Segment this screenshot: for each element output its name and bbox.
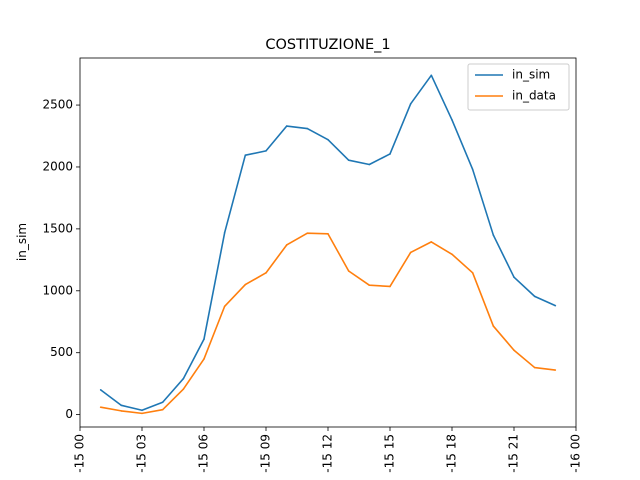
data-point-in_sim-22 [554, 304, 557, 307]
data-point-in_data-18 [471, 272, 474, 274]
data-point-in_sim-0 [99, 389, 102, 391]
data-point-in_sim-16 [430, 74, 433, 77]
y-tick-label: 1500 [42, 221, 73, 235]
data-point-in_data-13 [368, 284, 371, 287]
y-axis: 0 500 1000 1500 2000 2500 [42, 98, 80, 421]
data-point-in_data-15 [409, 251, 412, 254]
x-axis: -15 00 -15 03 -15 06 -15 09 -15 12 -15 15 -15 … [73, 427, 583, 473]
data-point-in_data-16 [430, 241, 433, 243]
data-point-in_data-9 [285, 244, 288, 246]
data-point-in_sim-19 [492, 234, 495, 236]
data-point-in_data-21 [533, 366, 536, 369]
x-tick-label: -15 18 [445, 434, 459, 473]
y-tick-label: 500 [50, 345, 73, 359]
data-point-in_sim-17 [451, 119, 453, 121]
data-point-in_data-11 [327, 233, 329, 235]
data-point-in_sim-7 [244, 154, 247, 156]
data-point-in_data-14 [389, 285, 391, 288]
data-point-in_sim-3 [161, 401, 164, 404]
data-point-in_data-1 [120, 410, 123, 412]
data-point-in_data-3 [161, 408, 164, 411]
legend: in_sim in_data [467, 63, 570, 111]
y-tick-label: 2500 [42, 98, 73, 112]
data-point-in_sim-13 [368, 163, 371, 166]
data-point-in_sim-18 [471, 168, 474, 171]
data-point-in_data-8 [265, 272, 267, 274]
data-point-in_data-2 [141, 412, 143, 415]
data-point-in_sim-2 [141, 409, 143, 412]
data-point-in_sim-8 [265, 150, 267, 152]
x-tick-label: -15 12 [321, 434, 335, 473]
x-tick-label: -15 21 [507, 434, 521, 473]
x-tick-label: -15 00 [73, 434, 87, 473]
x-tick-label: -15 03 [135, 434, 149, 473]
series-line-in_data [100, 232, 556, 415]
data-point-in_data-4 [182, 388, 185, 391]
y-tick-label: 2000 [42, 159, 73, 173]
data-point-in_sim-21 [533, 295, 536, 298]
data-point-in_data-10 [306, 232, 309, 235]
x-tick-label: -15 15 [383, 434, 397, 473]
legend-label-in_data: in_data [512, 89, 556, 103]
y-tick-label: 0 [65, 407, 73, 421]
data-point-in_data-5 [203, 358, 205, 360]
data-point-in_sim-15 [409, 103, 412, 105]
data-point-in_data-12 [347, 270, 350, 272]
data-point-in_sim-6 [223, 231, 226, 234]
plot-lines [99, 74, 557, 415]
data-point-in_data-22 [554, 369, 557, 371]
data-point-in_sim-14 [389, 153, 391, 155]
data-point-in_sim-4 [182, 377, 185, 380]
data-point-in_sim-9 [285, 125, 288, 127]
data-point-in_data-17 [451, 253, 453, 256]
legend-label-in_sim: in_sim [512, 68, 550, 82]
chart-title: COSTITUZIONE_1 [265, 37, 390, 53]
data-point-in_data-0 [99, 406, 102, 408]
data-point-in_data-20 [513, 349, 515, 352]
data-point-in_data-6 [223, 305, 226, 308]
x-tick-label: -15 09 [259, 434, 273, 473]
x-tick-label: -15 06 [197, 434, 211, 473]
x-tick-label: -16 00 [569, 434, 583, 473]
series-line-in_sim [100, 74, 556, 412]
data-point-in_sim-1 [120, 404, 123, 407]
data-point-in_sim-11 [327, 138, 329, 141]
data-point-in_sim-5 [203, 338, 205, 340]
data-point-in_data-7 [244, 283, 247, 286]
data-point-in_sim-10 [306, 127, 309, 130]
data-point-in_sim-12 [347, 159, 350, 161]
data-point-in_sim-20 [513, 276, 515, 278]
plot-frame [79, 57, 577, 428]
y-axis-label: in_sim [15, 223, 29, 261]
data-point-in_data-19 [492, 325, 495, 327]
y-tick-label: 1000 [42, 283, 73, 297]
